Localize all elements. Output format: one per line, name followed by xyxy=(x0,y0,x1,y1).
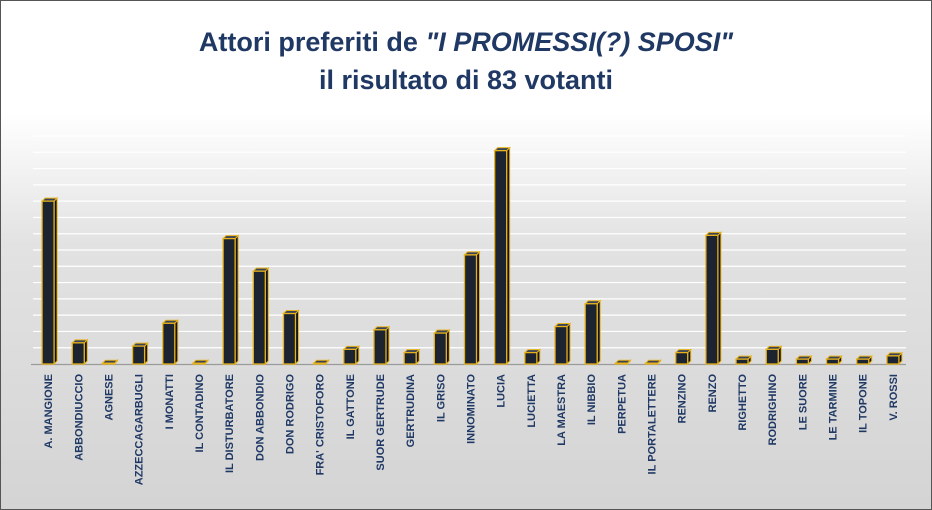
bar xyxy=(252,266,270,366)
bar xyxy=(523,348,542,366)
bar-front xyxy=(886,355,900,365)
bar-front xyxy=(675,351,689,365)
bar xyxy=(402,348,421,366)
bar-front xyxy=(705,234,719,365)
x-tick-label: AZZECCAGARBUGLI xyxy=(134,374,146,485)
x-tick-label: SUOR GERTRUDE xyxy=(375,374,387,471)
bar xyxy=(101,358,119,366)
x-tick-label: A. MANGIONE xyxy=(43,374,55,449)
bar xyxy=(161,319,179,366)
x-tick-label: LUCIA xyxy=(496,374,508,408)
bar-front xyxy=(222,237,236,365)
x-tick-label: IL GRISO xyxy=(435,374,447,423)
bar xyxy=(433,328,451,366)
bar xyxy=(40,196,59,366)
bar-front xyxy=(312,362,327,365)
bar-front xyxy=(403,351,417,365)
bar-front xyxy=(343,348,357,365)
bar-front xyxy=(463,254,478,365)
x-tick-label: IL TOPONE xyxy=(858,374,870,433)
chart-title-line1: Attori preferiti de "I PROMESSI(?) SPOSI… xyxy=(1,23,931,61)
x-tick-label: LA MAESTRA xyxy=(556,374,568,446)
bar xyxy=(342,345,361,366)
bar xyxy=(131,341,149,366)
bar-front xyxy=(735,358,749,365)
x-tick-label: I MONATTI xyxy=(164,374,176,429)
bar-front xyxy=(101,362,116,365)
chart-subtitle: il risultato di 83 votanti xyxy=(318,65,614,95)
x-tick-label: INNOMINATO xyxy=(466,374,478,444)
chart-title-italic: "I PROMESSI(?) SPOSI" xyxy=(425,27,734,57)
bar-front xyxy=(282,312,297,365)
bar xyxy=(312,358,330,366)
bar-front xyxy=(584,303,598,365)
bar xyxy=(765,345,783,366)
bar-front xyxy=(252,270,266,365)
x-tick-label: LE TARMINE xyxy=(828,374,840,440)
bar xyxy=(644,358,662,366)
chart-title-prefix: Attori preferiti de xyxy=(198,27,426,57)
bar xyxy=(372,325,391,366)
x-tick-label: PERPETUA xyxy=(616,374,628,434)
x-tick-label: IL PORTALETTERE xyxy=(647,374,659,474)
x-tick-label: IL NIBBIO xyxy=(586,374,598,426)
x-tick-label: GERTRUDINA xyxy=(405,374,417,447)
bar xyxy=(734,354,753,366)
x-tick-label: IL GATTONE xyxy=(345,374,357,439)
x-tick-label: RENZINO xyxy=(677,374,689,424)
bar xyxy=(583,299,602,366)
bar xyxy=(614,358,632,366)
x-tick-label: AGNESE xyxy=(103,374,115,420)
bar-front xyxy=(433,332,447,365)
x-tick-label: V. ROSSI xyxy=(888,374,900,421)
x-tick-label: LUCIETTA xyxy=(526,374,538,428)
x-tick-label: IL CONTADINO xyxy=(194,374,206,453)
x-tick-label: LE SUORE xyxy=(797,374,809,430)
bar-front xyxy=(192,362,206,365)
x-tick-label: FRA' CRISTOFORO xyxy=(315,374,327,476)
bar-front xyxy=(614,362,629,365)
chart-title: Attori preferiti de "I PROMESSI(?) SPOSI… xyxy=(1,23,931,99)
bar xyxy=(795,354,813,366)
bar-front xyxy=(162,322,176,365)
bar-front xyxy=(856,358,870,365)
bar xyxy=(191,358,210,366)
bar xyxy=(493,146,511,366)
bar-front xyxy=(494,150,508,365)
bar-front xyxy=(554,325,568,365)
x-tick-label: RIGHETTO xyxy=(737,374,749,431)
bar xyxy=(282,309,300,366)
bar xyxy=(825,354,843,366)
bar xyxy=(704,231,723,366)
x-tick-label: RENZO xyxy=(707,374,719,413)
x-tick-label: IL DISTURBATORE xyxy=(224,374,236,473)
bar-front xyxy=(765,348,779,365)
bar-front xyxy=(524,351,538,365)
bar-front xyxy=(825,358,840,365)
bar xyxy=(674,348,692,366)
bar-front xyxy=(795,358,810,365)
bar xyxy=(553,322,572,366)
x-tick-label: DON ABBONDIO xyxy=(254,374,266,461)
bar-front xyxy=(644,362,659,365)
bar-front xyxy=(373,329,387,365)
x-tick-label: RODRIGHINO xyxy=(767,374,779,446)
bar-front xyxy=(41,200,55,365)
x-tick-label: ABBONDIUCCIO xyxy=(73,374,85,461)
bar xyxy=(885,351,904,366)
bar xyxy=(855,354,873,366)
bar xyxy=(71,338,89,366)
bar xyxy=(463,250,481,366)
bar xyxy=(221,234,240,366)
x-tick-label: DON RODRIGO xyxy=(284,374,296,455)
bar-front xyxy=(131,345,146,365)
bar-front xyxy=(71,342,85,365)
